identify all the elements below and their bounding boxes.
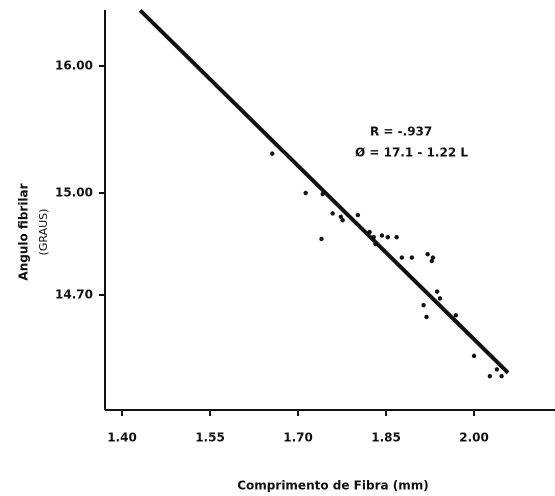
fit-line [138,8,510,375]
point [425,252,430,257]
point [340,218,345,223]
point [471,353,477,359]
point [421,302,426,308]
point [453,313,459,318]
point [379,233,385,238]
x-tick-label: 1.85 [371,431,401,445]
point [424,314,429,320]
point [394,235,399,240]
x-tick-label: 1.55 [195,431,225,445]
point [319,236,324,242]
y-tick-label: 16.00 [55,59,93,73]
annotation: Ø = 17.1 - 1.22 L [355,146,468,160]
point [494,367,500,372]
point [399,255,405,260]
x-tick-label: 1.40 [107,431,137,445]
point [373,241,378,247]
point [434,289,440,294]
x-axis-label: Comprimento de Fibra (mm) [237,479,429,493]
point [409,255,415,260]
point [320,191,325,197]
point [330,211,335,216]
x-tick-label: 1.70 [283,431,313,445]
point [487,373,493,379]
point [429,258,434,264]
point [371,235,376,240]
y-tick-label: 15.00 [55,186,93,200]
point [270,151,275,156]
y-axis-label: Angulo fibrilar [17,183,31,280]
point [367,229,372,235]
point [385,235,390,240]
x-tick-label: 2.00 [459,431,489,445]
point [338,214,344,219]
point [437,296,443,301]
annotation: R = -.937 [370,125,432,139]
y-tick-label: 14.70 [55,288,93,302]
point [499,373,504,379]
point [303,190,308,196]
y-axis-unit: (GRAUS) [37,209,50,256]
point [430,255,436,260]
point [355,212,361,218]
